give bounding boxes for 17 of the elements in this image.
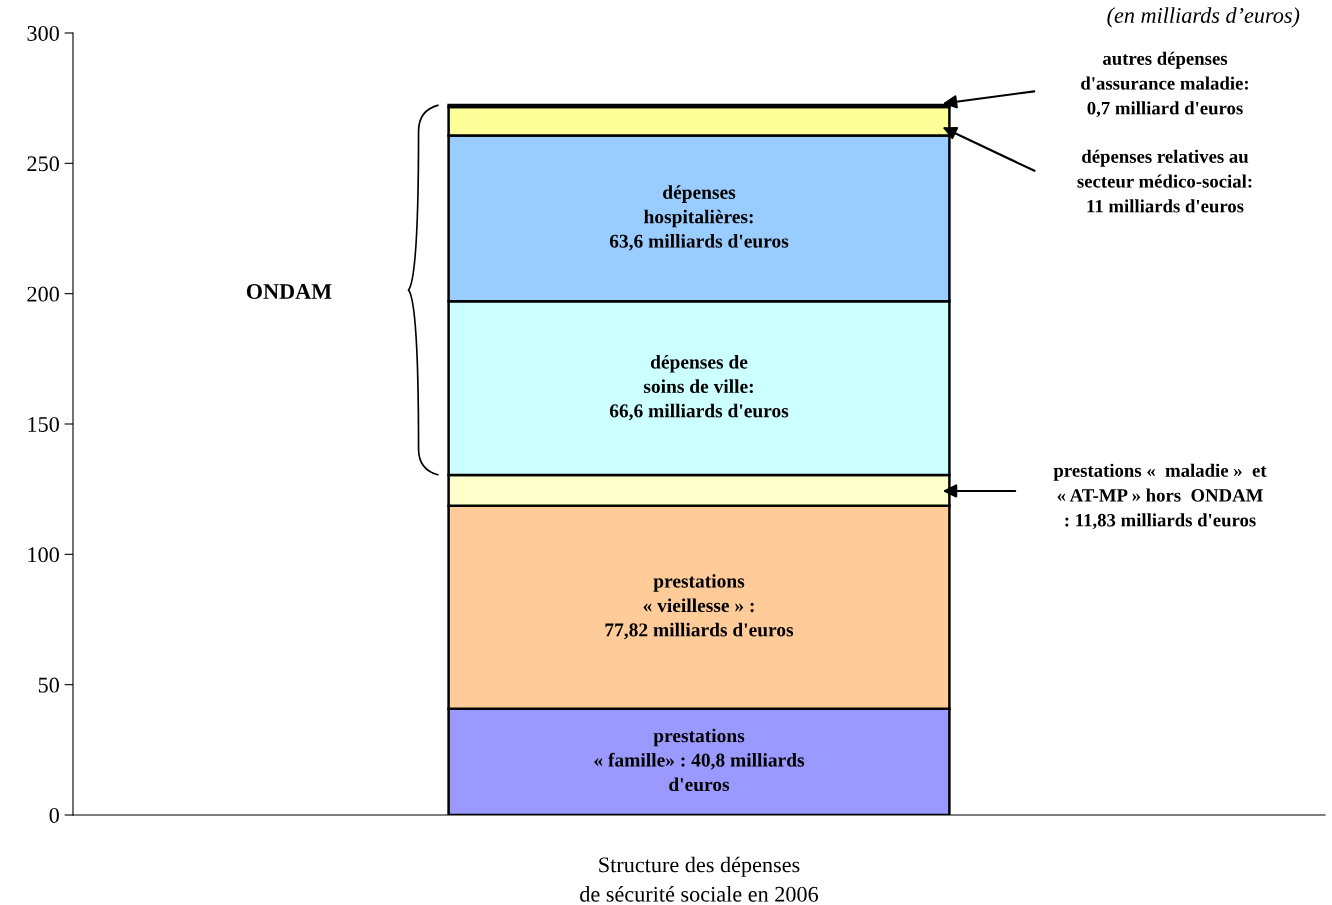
data-label: prestations « vieillesse » : 77,82 milliards d'euros xyxy=(605,574,794,640)
annotation: autres dépenses d'assurance maladie: 0,7 milliard d'euros xyxy=(1081,51,1248,118)
annotation: prestations « maladie » et « AT-MP » hors ONDAM : 11,83 milliards d'euros xyxy=(1053,463,1267,530)
y-tick-label: 300 xyxy=(27,25,59,41)
y-tick-label: 100 xyxy=(28,547,59,563)
y-tick-label: 250 xyxy=(27,156,59,172)
y-tick-label: 150 xyxy=(28,416,59,432)
annotation: dépenses relatives au secteur médico-social: 11 milliards d'euros xyxy=(1077,149,1252,213)
y-tick-label: 0 xyxy=(49,807,59,823)
y-tick-label: 50 xyxy=(38,677,59,693)
data-label: dépenses hospitalières: 63,6 milliards d'euros xyxy=(609,185,789,251)
data-label: dépenses de soins de ville: 66,6 milliards d'euros xyxy=(609,354,789,421)
annotation: ONDAM xyxy=(246,284,332,299)
text: (en milliards d’euros) xyxy=(1107,7,1300,28)
data-label: prestations « famille» : 40,8 milliards d'euros xyxy=(594,728,805,792)
x-tick-label: Structure des dépenses de sécurité sociale en 2006 xyxy=(580,856,819,902)
y-tick-label: 200 xyxy=(27,286,59,302)
